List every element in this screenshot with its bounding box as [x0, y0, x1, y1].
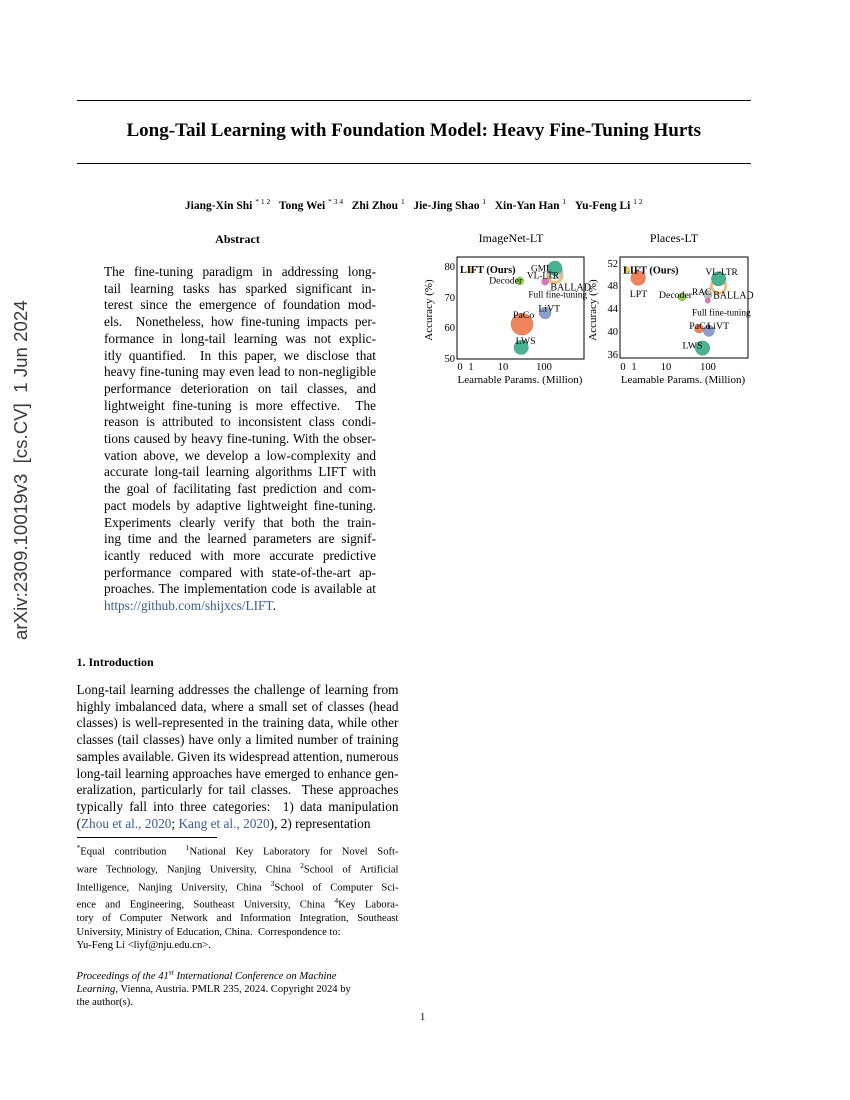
svg-text:LWS: LWS — [516, 336, 536, 347]
svg-text:44: 44 — [608, 304, 619, 315]
svg-text:60: 60 — [445, 323, 456, 334]
svg-text:LPT: LPT — [630, 289, 647, 300]
svg-text:Places-LT: Places-LT — [650, 231, 699, 245]
svg-text:Learnable Params. (Million): Learnable Params. (Million) — [458, 374, 583, 386]
svg-text:70: 70 — [445, 293, 456, 304]
svg-text:LWS: LWS — [683, 341, 703, 352]
svg-text:LIFT (Ours): LIFT (Ours) — [460, 265, 516, 276]
svg-text:40: 40 — [608, 327, 619, 338]
svg-text:Accuracy (%): Accuracy (%) — [423, 279, 435, 341]
svg-text:52: 52 — [608, 259, 619, 270]
svg-text:0: 0 — [457, 362, 462, 373]
svg-text:100: 100 — [536, 362, 552, 373]
svg-text:Decoder: Decoder — [659, 290, 693, 301]
svg-text:1: 1 — [468, 362, 473, 373]
svg-text:36: 36 — [608, 350, 619, 361]
svg-text:Full fine-tuning: Full fine-tuning — [528, 290, 587, 301]
svg-text:100: 100 — [700, 362, 716, 373]
svg-text:10: 10 — [498, 362, 509, 373]
svg-text:ImageNet-LT: ImageNet-LT — [479, 231, 545, 245]
svg-text:80: 80 — [445, 262, 456, 273]
svg-text:LIFT (Ours): LIFT (Ours) — [623, 265, 679, 276]
svg-text:VL-LTR: VL-LTR — [706, 268, 739, 278]
svg-text:RAC: RAC — [692, 288, 711, 298]
svg-text:LiVT: LiVT — [538, 303, 560, 314]
svg-text:Full fine-tuning: Full fine-tuning — [692, 307, 751, 318]
svg-text:PaCo: PaCo — [513, 310, 534, 321]
svg-text:VL-LTR: VL-LTR — [527, 271, 560, 281]
svg-text:Decoder: Decoder — [489, 276, 523, 287]
svg-text:10: 10 — [661, 362, 672, 373]
svg-text:1: 1 — [631, 362, 636, 373]
svg-text:LiVT: LiVT — [707, 321, 729, 332]
svg-text:50: 50 — [445, 354, 456, 365]
svg-text:48: 48 — [608, 281, 619, 292]
svg-text:0: 0 — [620, 362, 625, 373]
svg-text:BALLAD: BALLAD — [713, 290, 754, 301]
svg-text:Leamable Params. (Million): Leamable Params. (Million) — [621, 374, 746, 386]
